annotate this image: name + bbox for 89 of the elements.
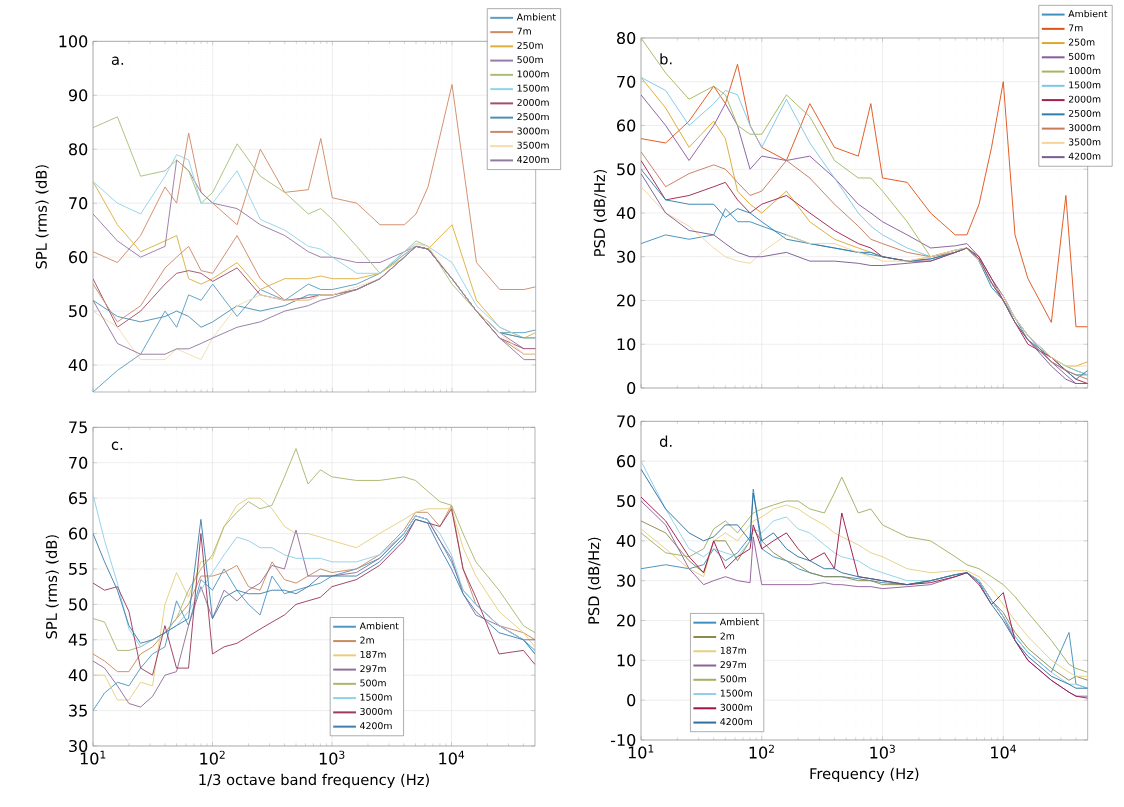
y-axis-title: PSD (dB/Hz): [593, 169, 607, 256]
legend-label: 3500m: [517, 141, 549, 149]
legend-label: 1000m: [517, 70, 549, 78]
x-tick-label: 10$^{4}$: [991, 744, 1016, 759]
y-tick-label: 10: [617, 654, 636, 667]
y-tick-label: 75: [69, 421, 87, 434]
y-tick-label: 30: [617, 574, 636, 587]
legend-label: 3000m: [1068, 124, 1101, 132]
x-tick-label: 10$^{2}$: [200, 750, 225, 765]
legend-label: 250m: [1068, 38, 1095, 46]
legend-label: 4200m: [720, 718, 752, 726]
legend-label: 297m: [360, 665, 386, 673]
annotation: c.: [111, 441, 123, 451]
y-tick-label: 70: [617, 415, 636, 428]
annotation: d.: [659, 435, 672, 447]
legend-label: 7m: [1069, 24, 1083, 32]
y-tick-label: 55: [69, 563, 87, 575]
y-tick-label: 40: [68, 669, 88, 682]
legend-label: 3500m: [1068, 138, 1101, 146]
y-tick-label: 60: [69, 527, 88, 540]
y-tick-label: 60: [617, 455, 636, 468]
x-tick-label: 10$^{4}$: [439, 750, 465, 765]
y-tick-label: 10: [617, 338, 636, 351]
legend-label: 297m: [720, 661, 746, 669]
y-tick-label: -10: [610, 733, 636, 747]
y-tick-label: 20: [617, 614, 636, 627]
legend-label: 500m: [1068, 52, 1095, 60]
x-axis-title: Frequency (Hz): [810, 767, 919, 782]
y-tick-label: 40: [68, 358, 88, 372]
x-tick-label: 10$^{3}$: [319, 750, 345, 765]
y-tick-label: 80: [617, 31, 636, 45]
y-tick-label: 50: [617, 163, 636, 176]
legend-label: 500m: [517, 56, 543, 64]
legend-label: 1500m: [720, 689, 752, 697]
legend-label: 1500m: [360, 693, 392, 701]
legend-label: 3000m: [720, 703, 752, 711]
y-tick-label: 50: [69, 598, 88, 611]
y-axis-title: SPL (rms) (dB): [35, 165, 49, 269]
y-tick-label: 65: [69, 492, 87, 505]
y-tick-label: 40: [616, 534, 636, 547]
legend-label: 4200m: [517, 155, 549, 164]
legend-label: 3000m: [517, 127, 549, 135]
legend-label: 250m: [517, 41, 543, 49]
legend-label: Ambient: [1068, 10, 1108, 18]
y-tick-label: 20: [617, 294, 636, 307]
y-tick-label: 60: [617, 119, 636, 132]
legend-label: 2500m: [1068, 109, 1101, 117]
x-tick-label: 10$^{3}$: [870, 744, 895, 759]
legend-label: 2m: [720, 632, 735, 640]
legend-label: 187m: [360, 650, 386, 658]
y-tick-label: 35: [69, 704, 87, 717]
legend-label: 187m: [720, 646, 746, 654]
y-tick-label: 90: [68, 89, 88, 102]
legend-label: 4200m: [1068, 152, 1101, 160]
legend-label: Ambient: [719, 618, 759, 626]
y-axis-title: PSD (dB/Hz): [587, 537, 601, 624]
legend-label: 7m: [517, 27, 531, 35]
legend-label: 500m: [360, 679, 386, 687]
annotation: a.: [111, 56, 124, 65]
y-tick-label: 70: [69, 456, 88, 469]
legend-label: 1000m: [1069, 67, 1101, 75]
y-tick-label: 0: [627, 694, 636, 707]
legend-label: 2500m: [517, 113, 549, 121]
x-axis-title: 1/3 octave band frequency (Hz): [199, 773, 429, 789]
legend-label: 1500m: [517, 84, 549, 92]
legend-label: Ambient: [516, 13, 556, 21]
y-tick-label: 50: [617, 494, 636, 508]
y-tick-label: 70: [617, 75, 636, 88]
y-tick-label: 70: [69, 197, 88, 210]
legend-label: Ambient: [359, 622, 399, 630]
legend-label: 2m: [360, 636, 374, 644]
y-tick-label: 80: [69, 143, 88, 156]
y-tick-label: 50: [69, 305, 88, 318]
legend-label: 2000m: [517, 98, 549, 106]
y-tick-label: 0: [627, 381, 636, 395]
y-tick-label: 30: [69, 739, 88, 753]
y-tick-label: 40: [616, 206, 636, 220]
y-axis-title: SPL (rms) (dB): [45, 535, 59, 639]
legend-label: 1500m: [1069, 81, 1101, 89]
legend-label: 4200m: [360, 722, 392, 730]
x-tick-label: 10$^{2}$: [749, 744, 774, 759]
y-tick-label: 30: [617, 250, 636, 263]
y-tick-label: 45: [68, 633, 87, 646]
legend-label: 500m: [720, 675, 746, 683]
y-tick-label: 100: [59, 35, 88, 48]
legend-label: 3000m: [360, 707, 392, 715]
annotation: b.: [660, 53, 672, 65]
legend-label: 2000m: [1068, 95, 1101, 103]
y-tick-label: 60: [69, 251, 88, 264]
